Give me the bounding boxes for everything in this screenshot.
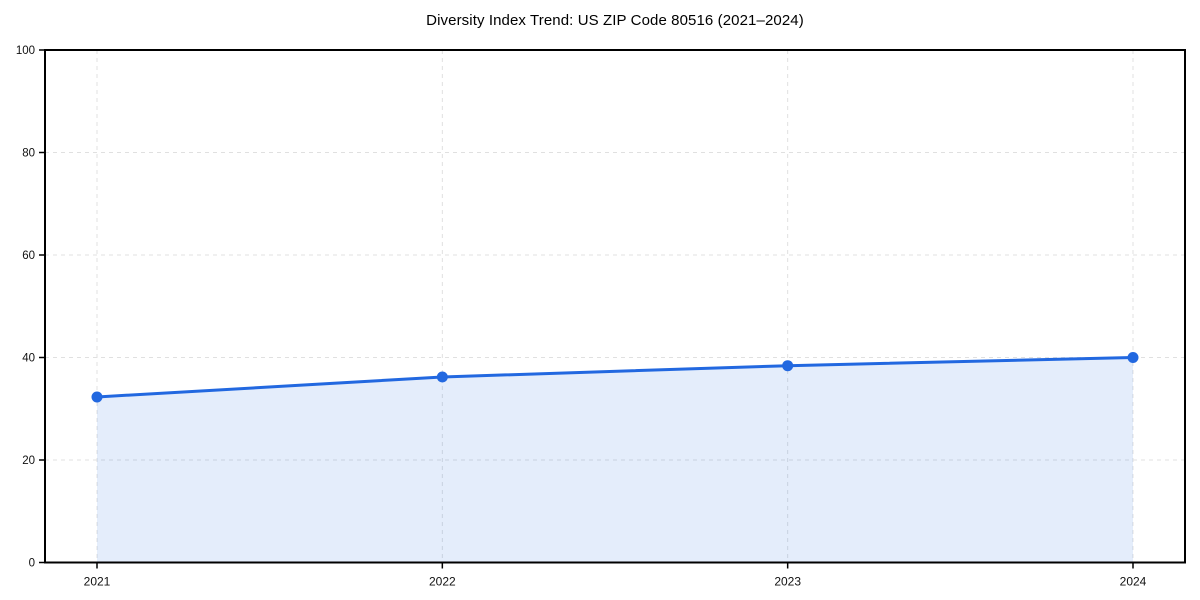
x-axis-tick-label: 2023 bbox=[774, 575, 801, 589]
x-axis-tick-label: 2022 bbox=[429, 575, 456, 589]
trend-line bbox=[95, 356, 1135, 399]
x-axis-tick-label: 2021 bbox=[84, 575, 111, 589]
y-axis-tick-label: 60 bbox=[22, 250, 35, 262]
data-point-marker bbox=[1127, 352, 1139, 363]
data-point-marker bbox=[91, 391, 103, 403]
chart-title: Diversity Index Trend: US ZIP Code 80516… bbox=[426, 12, 804, 29]
area-fill bbox=[97, 357, 1133, 563]
data-point-marker bbox=[782, 360, 794, 372]
y-axis-tick-label: 80 bbox=[22, 148, 35, 160]
y-axis-tick-label: 20 bbox=[22, 455, 35, 467]
y-axis-tick-label: 40 bbox=[22, 353, 35, 365]
data-point-marker bbox=[436, 371, 448, 383]
y-axis-tick-label: 100 bbox=[16, 45, 35, 57]
y-axis-tick-label: 0 bbox=[29, 558, 35, 570]
plot-spines bbox=[44, 49, 1186, 564]
x-axis-tick-label: 2024 bbox=[1120, 575, 1147, 589]
